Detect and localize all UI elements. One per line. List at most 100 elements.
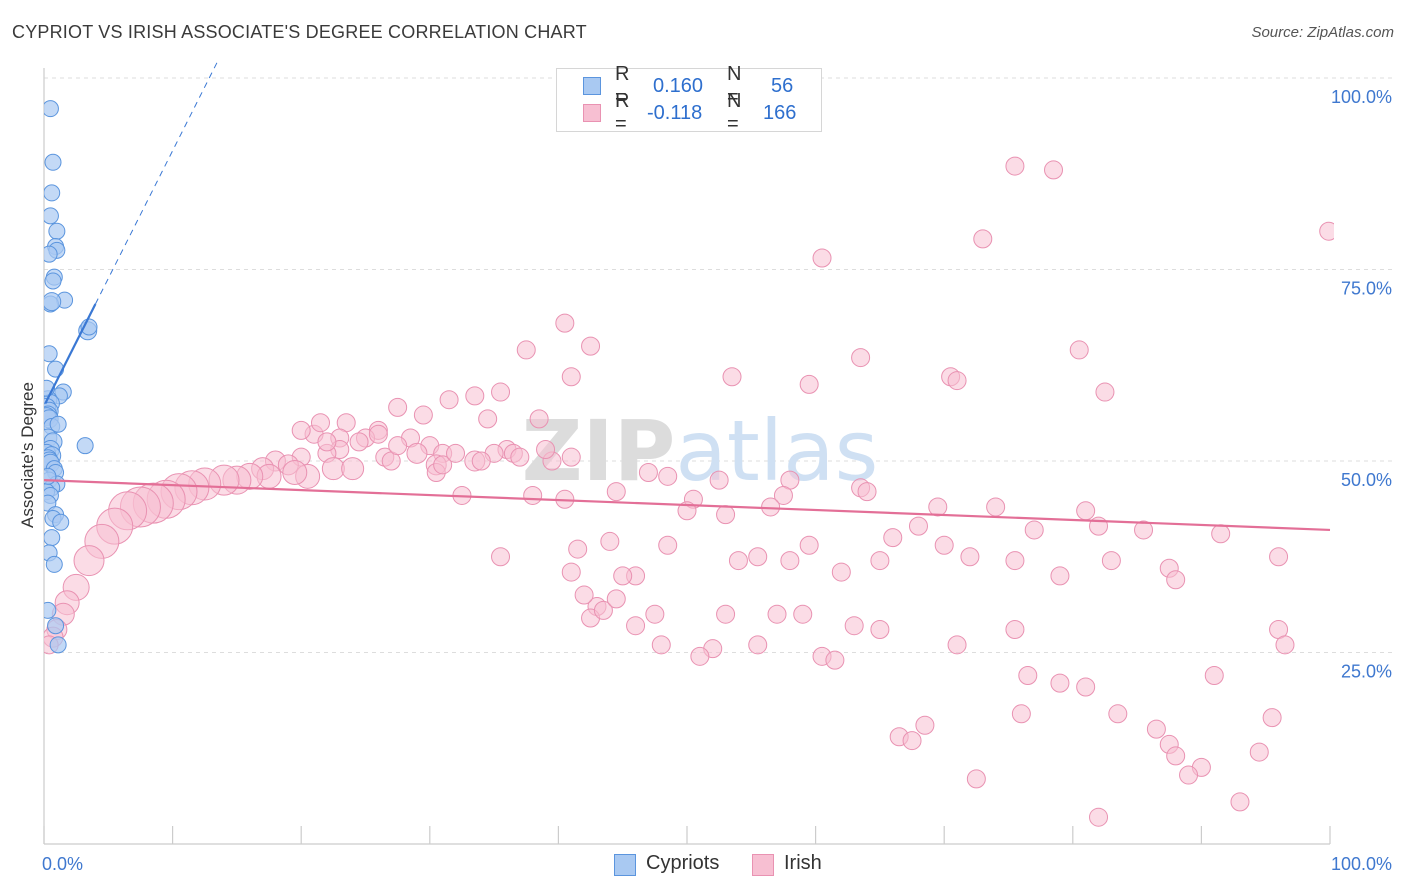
irish-point: [1076, 677, 1096, 697]
irish-point: [658, 466, 678, 486]
irish-point: [1108, 704, 1128, 724]
irish-point: [947, 635, 967, 655]
irish-point: [1024, 520, 1044, 540]
irish-point: [825, 650, 845, 670]
y-axis-label: Associate's Degree: [18, 382, 37, 528]
irish-point: [561, 562, 581, 582]
irish-point: [600, 531, 620, 551]
irish-point: [716, 505, 736, 525]
irish-point: [722, 367, 742, 387]
irish-point: [1101, 551, 1121, 571]
irish-point: [465, 386, 485, 406]
irish-point: [1319, 221, 1334, 241]
irish-point: [478, 409, 498, 429]
irish-legend-label: Irish: [784, 852, 822, 874]
irish-point: [928, 497, 948, 517]
source-label: Source: ZipAtlas.com: [1251, 24, 1394, 41]
irish-point: [310, 413, 330, 433]
cypriot-point: [49, 636, 67, 654]
irish-point: [966, 769, 986, 789]
irish-point: [471, 451, 491, 471]
irish-point: [626, 616, 646, 636]
watermark-atlas: atlas: [675, 402, 878, 500]
cypriot-point: [44, 272, 62, 290]
cypriot-point: [44, 292, 62, 312]
cypriot-trend-line: [44, 303, 97, 405]
irish-swatch: [583, 104, 601, 122]
irish-point: [1095, 382, 1115, 402]
irish-point: [291, 420, 311, 440]
cypriot-point: [44, 467, 57, 485]
irish-point: [574, 585, 594, 605]
irish-point: [709, 470, 729, 490]
irish-point: [1089, 807, 1109, 827]
cypriot-point: [44, 153, 62, 171]
irish-point: [947, 371, 967, 391]
cypriot-point: [47, 360, 65, 378]
irish-point: [1230, 792, 1250, 812]
irish-point: [638, 462, 658, 482]
irish-point: [606, 482, 626, 502]
irish-point: [1211, 524, 1231, 544]
irish-point: [1069, 340, 1089, 360]
irish-point: [536, 440, 556, 460]
cypriot-point: [49, 415, 67, 433]
irish-point: [690, 646, 710, 666]
irish-point: [516, 340, 536, 360]
irish-point: [793, 604, 813, 624]
irish-point: [321, 457, 345, 481]
irish-point: [780, 551, 800, 571]
irish-point: [1050, 566, 1070, 586]
r-label: R =: [615, 63, 630, 108]
irish-point: [883, 528, 903, 548]
irish-point: [651, 635, 671, 655]
y-tick-label: 100.0%: [1331, 87, 1392, 107]
irish-point: [388, 397, 408, 417]
irish-point: [446, 443, 466, 463]
trend-lines: [44, 60, 1331, 532]
x-tick-label: 0.0%: [42, 854, 83, 874]
cypriot-point: [44, 100, 59, 118]
irish-point: [523, 485, 543, 505]
irish-point: [1262, 708, 1282, 728]
irish-r-value: -0.118: [647, 101, 703, 124]
irish-point: [510, 447, 530, 467]
irish-point: [613, 566, 633, 586]
y-tick-label: 75.0%: [1341, 279, 1392, 299]
irish-point: [1179, 765, 1199, 785]
irish-point: [908, 516, 928, 536]
irish-point: [799, 374, 819, 394]
irish-point: [658, 535, 678, 555]
irish-point: [439, 390, 459, 410]
cypriot-point: [47, 617, 65, 635]
irish-point: [728, 551, 748, 571]
irish-point: [986, 497, 1006, 517]
irish-point: [491, 382, 511, 402]
cypriot-point: [44, 207, 59, 225]
cypriot-point: [45, 555, 63, 573]
irish-point: [716, 604, 736, 624]
cypriot-point: [44, 245, 58, 263]
data-points: [44, 100, 1334, 827]
irish-point: [870, 551, 890, 571]
cypriot-point: [44, 601, 57, 619]
cypriot-point: [52, 513, 70, 531]
chart-title: CYPRIOT VS IRISH ASSOCIATE'S DEGREE CORR…: [12, 22, 587, 42]
irish-point: [767, 604, 787, 624]
irish-point: [406, 442, 428, 464]
cypriot-trend-extension: [94, 60, 219, 305]
irish-point: [606, 589, 626, 609]
irish-point: [593, 600, 613, 620]
irish-point: [1269, 547, 1289, 567]
cypriots-legend-label: Cypriots: [646, 852, 720, 874]
irish-point: [1146, 719, 1166, 739]
irish-point: [317, 432, 337, 452]
irish-point: [902, 731, 922, 751]
irish-point: [491, 547, 511, 567]
irish-point: [1249, 742, 1269, 762]
irish-point: [844, 616, 864, 636]
cypriot-point: [44, 345, 58, 363]
irish-point: [581, 336, 601, 356]
cypriots-legend-swatch: [614, 854, 636, 876]
